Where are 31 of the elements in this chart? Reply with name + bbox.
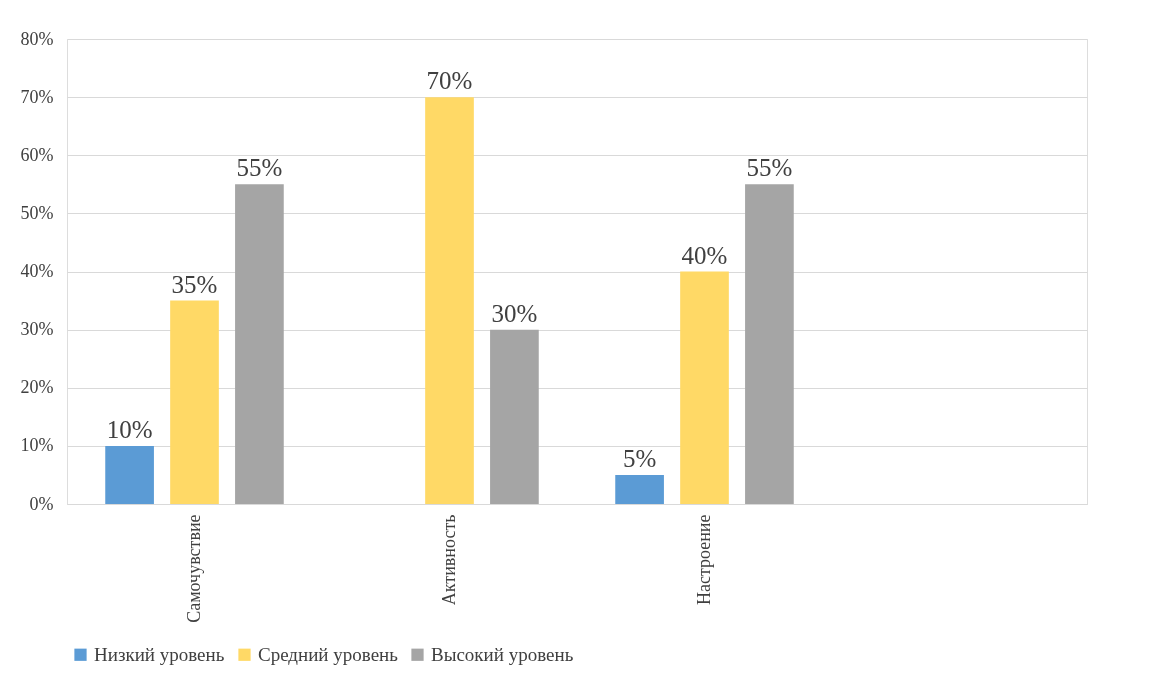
- y-tick-label: 60%: [20, 144, 54, 165]
- x-tick-label: Самочувствие: [183, 514, 204, 623]
- data-label: 55%: [746, 154, 793, 182]
- bar: [235, 184, 284, 504]
- data-label: 40%: [681, 241, 728, 269]
- x-tick-label: Активность: [438, 514, 459, 606]
- bar: [615, 474, 664, 504]
- legend-label: Средний уровень: [258, 643, 399, 665]
- bar: [170, 300, 219, 504]
- y-tick-label: 10%: [20, 435, 54, 456]
- data-label: 55%: [236, 154, 283, 182]
- y-tick-label: 40%: [20, 261, 54, 281]
- bar: [105, 445, 154, 504]
- data-label: 70%: [426, 67, 473, 95]
- bar: [490, 329, 539, 504]
- legend-label: Низкий уровень: [94, 643, 225, 665]
- y-tick-label: 30%: [20, 319, 54, 340]
- data-label: 35%: [171, 270, 218, 298]
- data-label: 30%: [491, 299, 538, 327]
- y-tick-label: 0%: [29, 493, 54, 514]
- legend-label: Высокий уровень: [431, 643, 574, 665]
- data-label: 5%: [622, 444, 657, 472]
- bar: [745, 184, 794, 504]
- y-tick-label: 70%: [20, 86, 54, 107]
- y-tick-label: 20%: [20, 377, 54, 398]
- bar: [680, 271, 729, 504]
- bar: [425, 97, 474, 504]
- y-tick-label: 80%: [20, 28, 54, 49]
- x-tick-label: Настроение: [693, 514, 714, 606]
- data-label: 10%: [106, 415, 153, 443]
- y-tick-label: 50%: [20, 202, 54, 223]
